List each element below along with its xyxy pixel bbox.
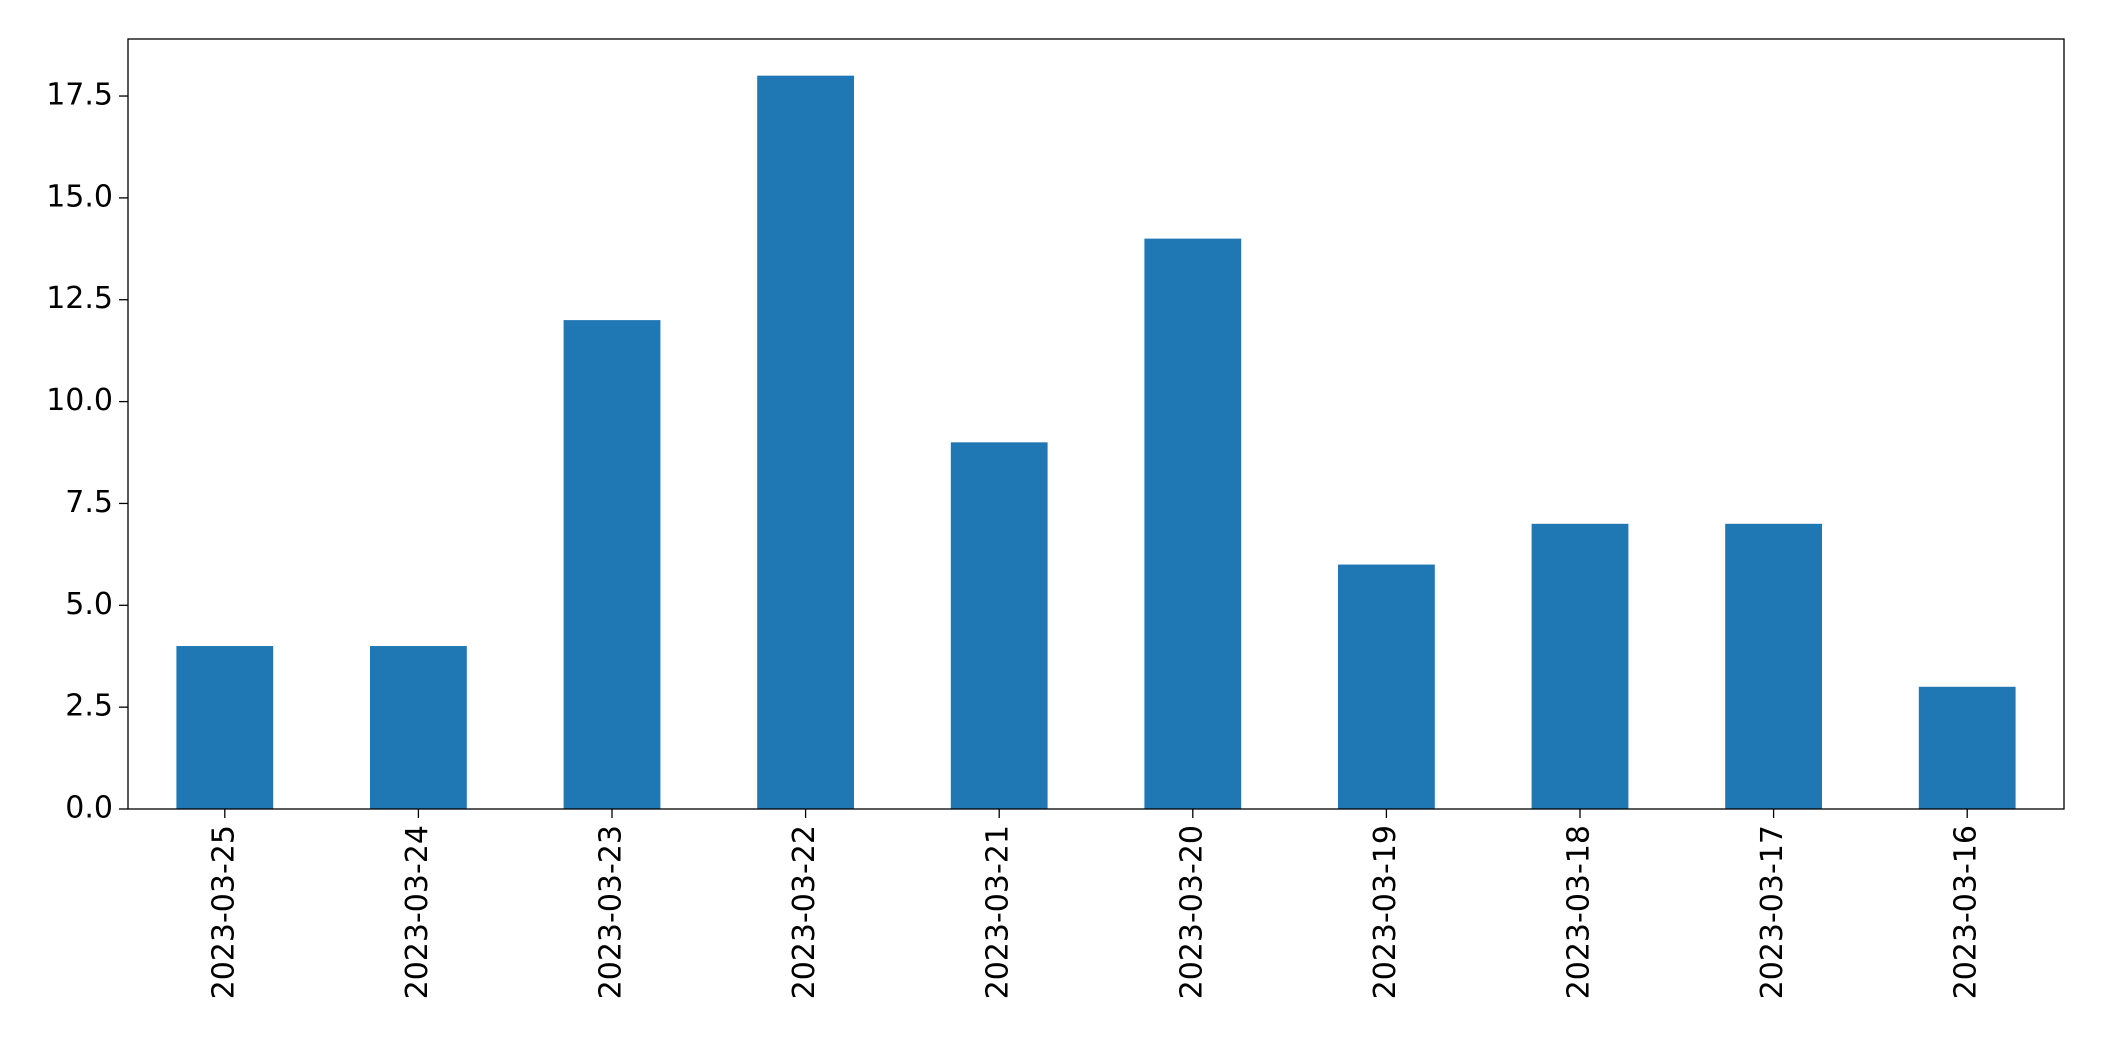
bar [370, 646, 467, 809]
x-tick-label: 2023-03-23 [594, 825, 629, 999]
y-tick-label: 5.0 [65, 587, 113, 622]
x-tick-label: 2023-03-17 [1755, 825, 1790, 999]
x-tick-label: 2023-03-16 [1949, 825, 1984, 999]
x-tick-label: 2023-03-18 [1562, 825, 1597, 999]
bar [563, 320, 661, 809]
bar [1144, 238, 1242, 809]
bar [176, 646, 274, 809]
x-tick-label: 2023-03-24 [400, 825, 435, 999]
y-tick-label: 12.5 [46, 281, 113, 316]
x-tick-label: 2023-03-25 [206, 825, 241, 999]
y-tick-label: 0.0 [65, 791, 113, 826]
x-tick-label: 2023-03-19 [1368, 825, 1403, 999]
bar [1531, 523, 1629, 809]
bar [1725, 523, 1822, 809]
x-tick-label: 2023-03-21 [981, 825, 1016, 999]
bar [757, 75, 854, 809]
plot-frame [127, 38, 2065, 810]
y-tick-label: 17.5 [46, 78, 113, 113]
bar [950, 442, 1048, 809]
y-tick-label: 2.5 [65, 689, 113, 724]
y-tick-label: 7.5 [65, 485, 113, 520]
y-tick-label: 10.0 [46, 383, 113, 418]
y-tick-label: 15.0 [46, 179, 113, 214]
bar [1338, 564, 1435, 809]
bar [1918, 686, 2016, 809]
x-tick-label: 2023-03-22 [787, 825, 822, 999]
x-tick-label: 2023-03-20 [1174, 825, 1209, 999]
